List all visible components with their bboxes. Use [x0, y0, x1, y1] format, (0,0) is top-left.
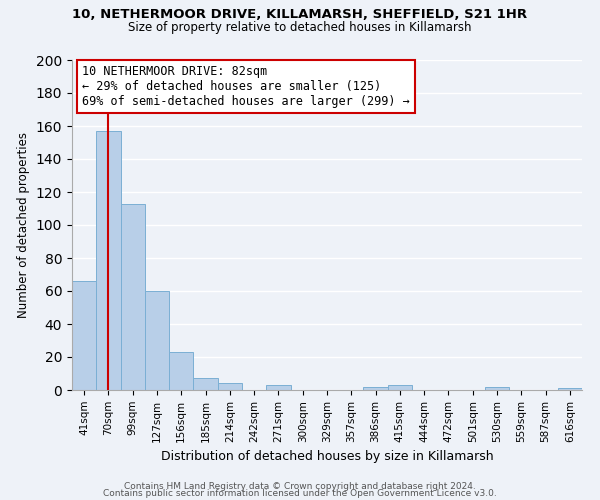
- Bar: [72, 281, 96, 390]
- Bar: [193, 378, 218, 390]
- Bar: [145, 291, 169, 390]
- Bar: [218, 384, 242, 390]
- Bar: [266, 385, 290, 390]
- Text: Contains HM Land Registry data © Crown copyright and database right 2024.: Contains HM Land Registry data © Crown c…: [124, 482, 476, 491]
- Bar: [169, 352, 193, 390]
- Y-axis label: Number of detached properties: Number of detached properties: [17, 132, 30, 318]
- Bar: [388, 385, 412, 390]
- X-axis label: Distribution of detached houses by size in Killamarsh: Distribution of detached houses by size …: [161, 450, 493, 463]
- Bar: [364, 386, 388, 390]
- Text: 10, NETHERMOOR DRIVE, KILLAMARSH, SHEFFIELD, S21 1HR: 10, NETHERMOOR DRIVE, KILLAMARSH, SHEFFI…: [73, 8, 527, 20]
- Text: Size of property relative to detached houses in Killamarsh: Size of property relative to detached ho…: [128, 21, 472, 34]
- Bar: [485, 386, 509, 390]
- Text: Contains public sector information licensed under the Open Government Licence v3: Contains public sector information licen…: [103, 489, 497, 498]
- Bar: [558, 388, 582, 390]
- Bar: [96, 131, 121, 390]
- Bar: [121, 204, 145, 390]
- Text: 10 NETHERMOOR DRIVE: 82sqm
← 29% of detached houses are smaller (125)
69% of sem: 10 NETHERMOOR DRIVE: 82sqm ← 29% of deta…: [82, 65, 410, 108]
